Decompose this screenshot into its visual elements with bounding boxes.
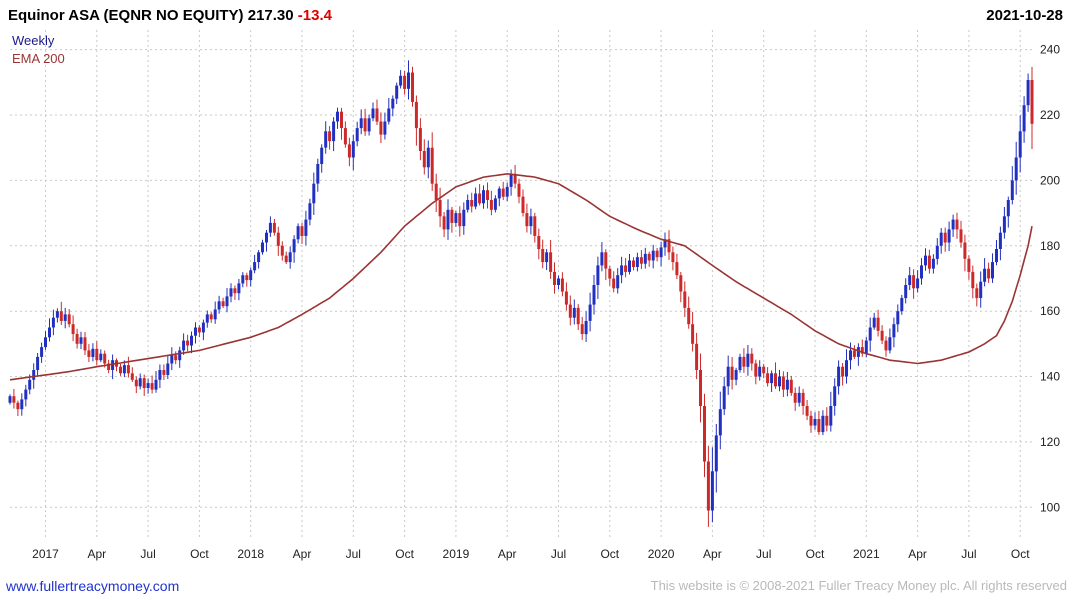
svg-text:Oct: Oct	[1011, 547, 1030, 561]
svg-text:2019: 2019	[443, 547, 470, 561]
svg-text:Oct: Oct	[190, 547, 209, 561]
legend-weekly-label: Weekly	[12, 33, 55, 48]
legend-ema-label: EMA 200	[12, 51, 65, 66]
svg-text:2018: 2018	[237, 547, 264, 561]
price-change: -13.4	[297, 7, 332, 24]
svg-text:120: 120	[1040, 435, 1060, 449]
last-price: 217.30	[247, 7, 294, 24]
svg-text:Oct: Oct	[600, 547, 619, 561]
svg-text:Jul: Jul	[140, 547, 155, 561]
svg-text:220: 220	[1040, 108, 1060, 122]
svg-text:Apr: Apr	[87, 547, 106, 561]
instrument-name: Equinor ASA (EQNR NO EQUITY)	[8, 7, 244, 24]
svg-text:Apr: Apr	[908, 547, 927, 561]
svg-text:2021: 2021	[853, 547, 880, 561]
candlestick-chart: 100 120 140 160 180 200 220 240 2017 Apr Jul Oct 201…	[8, 30, 1060, 561]
svg-text:Jul: Jul	[756, 547, 771, 561]
svg-text:Oct: Oct	[806, 547, 825, 561]
svg-text:2020: 2020	[648, 547, 675, 561]
svg-text:240: 240	[1040, 43, 1060, 57]
svg-text:160: 160	[1040, 304, 1060, 318]
svg-text:Apr: Apr	[293, 547, 312, 561]
site-link[interactable]: www.fullertreacymoney.com	[6, 578, 180, 594]
instrument-title: Equinor ASA (EQNR NO EQUITY) 217.30 -13.…	[8, 7, 332, 24]
svg-text:2017: 2017	[32, 547, 59, 561]
svg-text:Jul: Jul	[551, 547, 566, 561]
svg-text:Jul: Jul	[346, 547, 361, 561]
chart-date: 2021-10-28	[986, 7, 1063, 24]
svg-text:Jul: Jul	[961, 547, 976, 561]
svg-text:140: 140	[1040, 370, 1060, 384]
svg-text:100: 100	[1040, 500, 1060, 514]
svg-text:Oct: Oct	[395, 547, 414, 561]
svg-text:Apr: Apr	[498, 547, 517, 561]
svg-text:Apr: Apr	[703, 547, 722, 561]
svg-text:180: 180	[1040, 239, 1060, 253]
copyright-text: This website is © 2008-2021 Fuller Treac…	[650, 578, 1067, 593]
svg-text:200: 200	[1040, 173, 1060, 187]
